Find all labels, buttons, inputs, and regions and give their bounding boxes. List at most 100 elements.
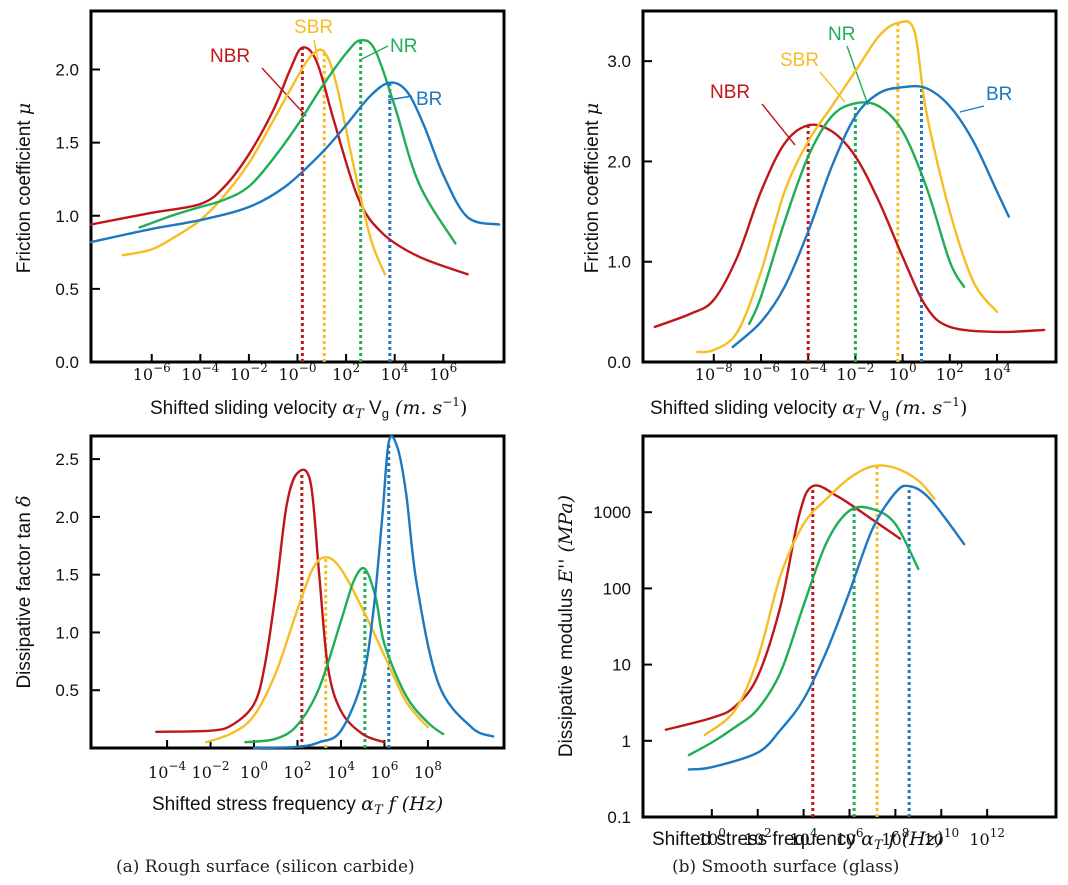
svg-text:Shifted sliding velocity αT Vg: Shifted sliding velocity αT Vg (m. s−1): [150, 395, 467, 422]
b_bottom-xtick-label: 1010: [923, 826, 959, 849]
svg-text:Shifted stress frequency αT f: Shifted stress frequency αT f (Hz): [652, 828, 943, 853]
label-nr-a: NR: [390, 36, 417, 57]
a_top-ytick-label: 2.0: [55, 61, 79, 80]
b_top-xtick-label: 104: [983, 361, 1011, 384]
b_bottom-xtick-label: 108: [881, 826, 909, 849]
b_bottom-xtick-label: 100: [698, 826, 726, 849]
a_bottom-xtick-label: 10−2: [192, 759, 230, 782]
b_top-ytick-label: 2.0: [607, 152, 631, 171]
label-nr-b: NR: [828, 24, 855, 45]
label-nbr-a: NBR: [210, 46, 250, 67]
panel-b-bottom-frame: [641, 434, 1058, 819]
panel-a-bottom-ylabel: Dissipative factor tan δ: [13, 495, 35, 688]
leader-nbr-a: [261, 67, 307, 117]
a_bottom-xtick-label: 106: [370, 759, 398, 782]
panel-b-bottom-xlabel: Shifted stress frequency αT f (Hz): [652, 828, 943, 853]
svg-text:Friction coefficient μ: Friction coefficient μ: [13, 103, 35, 273]
plot-layer: 0.0 0.5 1.0 1.5 2.0 10−6 10−4 10−2 10−0 102 104 106…: [55, 20, 1046, 849]
b_bottom-xtick-label: 1012: [969, 826, 1005, 849]
b_bottom-ytick-label: 1: [622, 732, 631, 751]
a_bottom-series-nr: [244, 567, 445, 744]
b_top-ytick-label: 3.0: [607, 52, 631, 71]
svg-text:Friction coefficient μ: Friction coefficient μ: [581, 103, 603, 273]
a_top-series-nbr: [89, 46, 469, 276]
a_top-xtick-label: 104: [381, 361, 409, 384]
a_top-xtick-label: 106: [429, 361, 457, 384]
a_top-xtick-label: 10−4: [181, 361, 219, 384]
b_bottom-series-br: [687, 484, 966, 771]
svg-text:Dissipative modulus E'' (MPa): Dissipative modulus E'' (MPa): [555, 495, 577, 757]
b_bottom-ytick-label: 10: [612, 656, 631, 675]
a_bottom-xtick-label: 100: [240, 759, 268, 782]
a_top-ytick-label: 0.0: [55, 353, 79, 372]
a_bottom-xtick-label: 10−4: [148, 759, 186, 782]
label-nbr-b: NBR: [710, 82, 750, 103]
label-br-b: BR: [986, 84, 1012, 105]
leader-nr-a: [359, 45, 389, 61]
a_top-series-nr: [138, 38, 457, 245]
a_top-xtick-label: 102: [332, 361, 360, 384]
svg-text:Shifted stress frequency αT f: Shifted stress frequency αT f (Hz): [152, 793, 443, 818]
b_top-xtick-label: 10−8: [695, 361, 733, 384]
label-sbr-b: SBR: [780, 50, 819, 71]
b_top-xtick-label: 10−4: [789, 361, 827, 384]
a_bottom-xtick-label: 108: [414, 759, 442, 782]
b_bottom-xtick-label: 104: [790, 826, 818, 849]
b_top-ytick-label: 0.0: [607, 353, 631, 372]
panel-a-bottom-xlabel: Shifted stress frequency αT f (Hz): [152, 793, 443, 818]
b_bottom-ytick-label: 100: [603, 579, 631, 598]
a_top-xtick-label: 10−2: [230, 361, 268, 384]
panel-b-top-ylabel: Friction coefficient μ: [581, 103, 603, 273]
b_bottom-ytick-label: 0.1: [607, 808, 631, 827]
panel-a-top-ylabel: Friction coefficient μ: [13, 103, 35, 273]
panel-b-top-xlabel: Shifted sliding velocity αT Vg (m. s−1): [650, 395, 967, 422]
b_bottom-xtick-label: 106: [836, 826, 864, 849]
svg-text:Dissipative factor tan δ: Dissipative factor tan δ: [13, 495, 35, 688]
caption-right: (b) Smooth surface (glass): [672, 857, 899, 877]
b_bottom-ytick-label: 1000: [593, 503, 631, 522]
label-sbr-a: SBR: [294, 17, 333, 38]
b_top-xtick-label: 102: [936, 361, 964, 384]
b_top-ytick-label: 1.0: [607, 253, 631, 272]
b_bottom-series-nbr: [664, 484, 902, 731]
leader-br-b: [959, 105, 985, 113]
a_top-ytick-label: 1.5: [55, 134, 79, 153]
b_bottom-xtick-label: 102: [744, 826, 772, 849]
leader-nbr-b: [761, 103, 796, 146]
caption-left: (a) Rough surface (silicon carbide): [116, 857, 415, 877]
label-br-a: BR: [416, 89, 442, 110]
a_bottom-xtick-label: 104: [327, 759, 355, 782]
a_top-series-sbr: [121, 48, 387, 276]
panel-a-top-frame: [89, 9, 506, 364]
svg-text:Shifted sliding velocity αT Vg: Shifted sliding velocity αT Vg (m. s−1): [650, 395, 967, 422]
a_bottom-series-br: [252, 435, 495, 750]
a_bottom-xtick-label: 102: [284, 759, 312, 782]
panel-a-bottom-frame: [89, 434, 506, 750]
a_top-xtick-label: 10−0: [278, 361, 316, 384]
a_bottom-ytick-label: 0.5: [55, 681, 79, 700]
a_bottom-ytick-label: 2.5: [55, 450, 79, 469]
b_top-series-nr: [748, 101, 966, 326]
b_bottom-series-sbr: [703, 464, 936, 736]
a_top-ytick-label: 1.0: [55, 207, 79, 226]
a_bottom-ytick-label: 2.0: [55, 508, 79, 527]
b_top-xtick-label: 10−6: [742, 361, 780, 384]
b_top-xtick-label: 100: [889, 361, 917, 384]
panel-a-top-xlabel: Shifted sliding velocity αT Vg (m. s−1): [150, 395, 467, 422]
leader-nr-b: [846, 45, 869, 106]
a_top-xtick-label: 10−6: [133, 361, 171, 384]
a_top-series-br: [89, 81, 501, 244]
b_top-series-br: [731, 85, 1010, 349]
panel-b-top-frame: [641, 9, 1058, 364]
leader-sbr-b: [819, 71, 846, 103]
b_top-series-sbr: [696, 20, 999, 354]
b_top-series-nbr: [653, 123, 1046, 334]
a_bottom-ytick-label: 1.5: [55, 566, 79, 585]
a_top-ytick-label: 0.5: [55, 280, 79, 299]
b_bottom-series-nr: [687, 505, 920, 757]
b_top-xtick-label: 10−2: [836, 361, 874, 384]
a_bottom-series-nbr: [155, 468, 386, 744]
a_bottom-ytick-label: 1.0: [55, 623, 79, 642]
a_bottom-series-sbr: [205, 556, 430, 744]
